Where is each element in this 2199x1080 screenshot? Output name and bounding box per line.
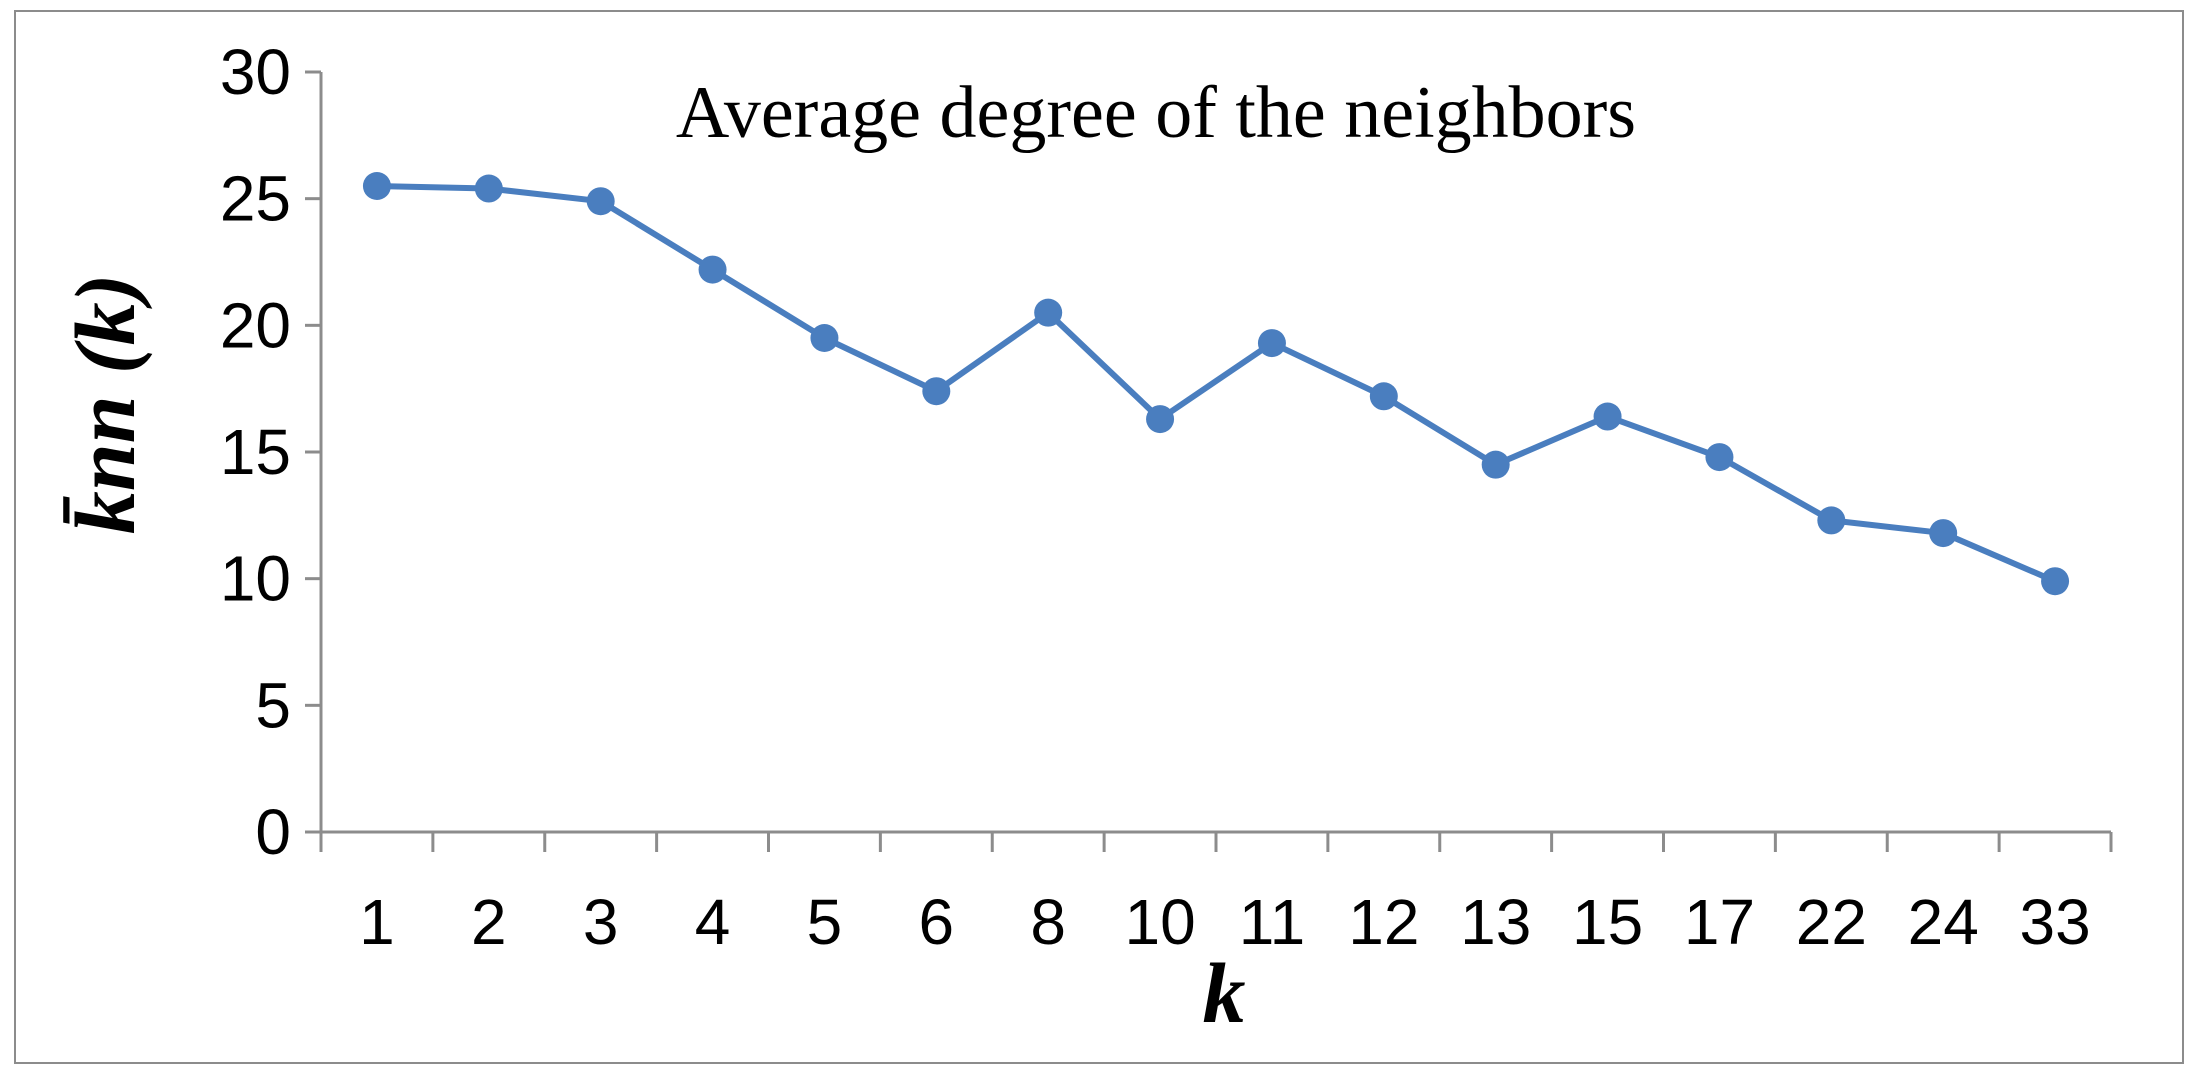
data-point — [698, 255, 727, 284]
data-point — [1369, 382, 1398, 411]
x-tick-label: 5 — [807, 886, 843, 958]
x-tick-label: 6 — [919, 886, 955, 958]
data-point — [1034, 298, 1063, 327]
x-tick-label: 12 — [1348, 886, 1419, 958]
data-point — [1481, 450, 1510, 479]
y-tick-label: 25 — [220, 163, 291, 235]
y-tick-label: 20 — [220, 289, 291, 361]
chart-frame: Average degree of the neighbors k̄nn (k)… — [14, 10, 2184, 1064]
y-axis: 0 5 10 15 20 25 30 — [220, 36, 323, 868]
x-tick-label: 10 — [1124, 886, 1195, 958]
data-point — [922, 377, 951, 406]
y-tick-label: 5 — [255, 669, 291, 741]
x-axis-label: k — [1203, 945, 1246, 1041]
data-point — [474, 174, 503, 203]
data-point — [1257, 329, 1286, 358]
x-tick-label: 17 — [1684, 886, 1755, 958]
line-chart: Average degree of the neighbors k̄nn (k)… — [57, 36, 2113, 1041]
x-tick-label: 33 — [2019, 886, 2090, 958]
y-tick-label: 10 — [220, 543, 291, 615]
x-tick-label: 24 — [1908, 886, 1979, 958]
y-tick-label: 0 — [255, 796, 291, 868]
x-tick-label: 3 — [583, 886, 619, 958]
x-tick-label: 8 — [1030, 886, 1066, 958]
series-line — [376, 183, 2057, 584]
data-point — [1593, 402, 1622, 431]
data-point — [586, 187, 615, 216]
series-layer — [362, 172, 2070, 596]
x-tick-label: 11 — [1239, 886, 1305, 958]
data-point — [1817, 506, 1846, 535]
data-point — [1146, 405, 1175, 434]
y-tick-label: 15 — [220, 416, 291, 488]
x-tick-label: 13 — [1460, 886, 1531, 958]
data-point — [362, 172, 391, 200]
data-point — [810, 324, 839, 352]
data-point — [1929, 519, 1958, 548]
x-tick-label: 1 — [359, 886, 395, 958]
x-axis: 1 2 3 4 5 6 8 10 11 12 13 15 17 22 24 33 — [319, 830, 2113, 958]
data-point — [1705, 443, 1734, 472]
y-axis-label: k̄nn (k) — [57, 274, 153, 534]
data-point — [2041, 567, 2070, 596]
x-tick-label: 15 — [1572, 886, 1643, 958]
x-tick-label: 22 — [1796, 886, 1867, 958]
x-tick-label: 2 — [471, 886, 507, 958]
y-axis-label-group: k̄nn (k) — [57, 274, 153, 534]
y-tick-label: 30 — [220, 36, 291, 108]
chart-title: Average degree of the neighbors — [676, 72, 1636, 154]
x-tick-label: 4 — [695, 886, 731, 958]
